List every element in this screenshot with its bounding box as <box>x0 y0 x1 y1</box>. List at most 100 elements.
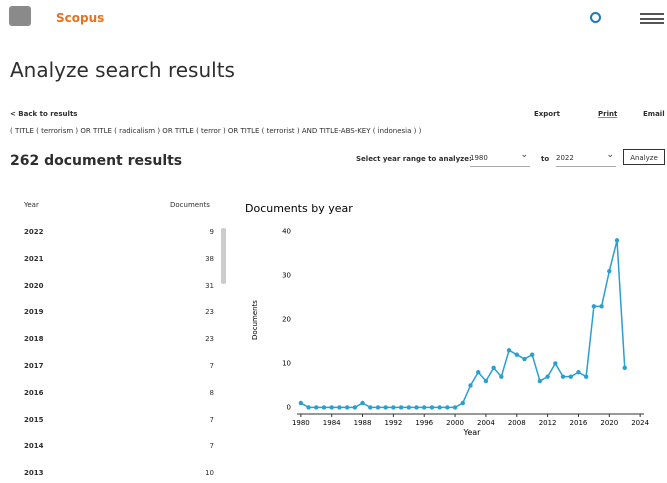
year-cell: 2013 <box>24 469 44 478</box>
data-point <box>375 405 381 410</box>
data-point <box>298 400 304 406</box>
data-point <box>607 268 612 274</box>
data-point <box>429 405 435 410</box>
data-point <box>591 304 597 309</box>
documents-cell: 7 <box>209 362 214 370</box>
data-point <box>576 370 581 375</box>
year-cell: 2016 <box>24 388 44 397</box>
x-tick-label: 1996 <box>415 419 433 427</box>
data-point <box>329 405 334 410</box>
documents-header[interactable]: Documents <box>170 201 210 209</box>
x-tick-label: 2020 <box>600 419 618 427</box>
data-point <box>537 378 543 384</box>
year-cell: 2015 <box>24 415 44 424</box>
data-point <box>368 405 373 410</box>
data-point <box>560 374 566 379</box>
print[interactable]: Print <box>598 110 618 118</box>
documents-cell: 7 <box>209 415 214 424</box>
year-cell: 2019 <box>24 308 44 317</box>
x-axis-label: Year <box>463 428 482 437</box>
y-tick-label: 40 <box>282 228 291 236</box>
data-point <box>499 374 504 379</box>
x-tick-label: 2008 <box>508 419 526 427</box>
chart: Documents by year Documents Year 0 10 20 30… <box>245 202 650 437</box>
data-point <box>568 374 573 379</box>
y-tick-label: 0 <box>287 403 291 411</box>
data-point <box>422 405 427 410</box>
data-line <box>300 240 626 409</box>
y-tick-label: 30 <box>282 272 291 280</box>
menu-icon[interactable] <box>640 13 664 24</box>
year-cell: 2017 <box>24 362 44 370</box>
data-point <box>583 374 589 379</box>
data-point <box>599 304 604 309</box>
x-tick-label: 2000 <box>446 419 464 427</box>
data-point <box>476 370 481 375</box>
x-tick-label: 2004 <box>477 419 495 427</box>
data-point <box>398 405 404 410</box>
export[interactable]: Export <box>534 110 560 118</box>
documents-cell: 7 <box>209 442 214 451</box>
scrollbar[interactable] <box>221 228 226 284</box>
data-point <box>553 361 558 366</box>
x-tick-label: 1984 <box>323 419 341 427</box>
logo[interactable] <box>9 6 31 26</box>
x-tick-label: 2024 <box>631 419 649 427</box>
data-point <box>452 405 458 410</box>
email[interactable]: Email <box>643 110 665 118</box>
year-cell: 2018 <box>24 335 44 344</box>
data-point <box>514 352 519 357</box>
x-tick-label: 1988 <box>354 419 372 427</box>
data-point <box>529 352 535 357</box>
year-cell: 2022 <box>24 228 44 236</box>
year-cell: 2020 <box>24 281 44 290</box>
y-tick-label: 20 <box>282 316 291 324</box>
data-point <box>383 405 388 410</box>
data-point <box>344 405 350 410</box>
to-select[interactable]: 2022 <box>556 147 616 167</box>
to-label: to <box>541 155 550 163</box>
brand[interactable]: Scopus <box>56 11 105 25</box>
data-point <box>360 400 365 406</box>
data-point <box>445 405 450 410</box>
back-link[interactable]: < Back to results <box>10 110 78 118</box>
documents-cell: 9 <box>209 228 214 236</box>
data-point <box>321 405 327 410</box>
data-point <box>437 405 442 410</box>
y-axis-label: Documents <box>251 300 259 340</box>
data-point <box>314 405 319 410</box>
data-point <box>483 378 489 384</box>
analyze-button[interactable]: Analyze <box>623 149 665 165</box>
page-title: Analyze search results <box>10 58 235 82</box>
range-label: Select year range to analyze: <box>356 155 472 163</box>
query: ( TITLE ( terrorism ) OR TITLE ( radical… <box>10 127 422 135</box>
documents-cell: 31 <box>205 281 214 290</box>
data-point <box>545 374 550 379</box>
data-point <box>306 405 311 410</box>
data-point <box>506 348 512 353</box>
year-cell: 2021 <box>24 254 44 263</box>
year-header[interactable]: Year <box>24 201 39 209</box>
documents-cell: 38 <box>205 254 214 263</box>
y-tick-label: 10 <box>282 359 291 367</box>
data-point <box>491 365 496 371</box>
x-tick-label: 1992 <box>384 419 402 427</box>
x-tick-label: 2012 <box>539 419 557 427</box>
documents-cell: 23 <box>205 335 214 344</box>
data-point <box>406 405 412 410</box>
year-cell: 2014 <box>24 442 44 451</box>
from-select[interactable]: 1980 <box>470 147 530 167</box>
documents-cell: 10 <box>205 469 214 478</box>
data-point <box>468 383 473 388</box>
data-point <box>414 405 419 410</box>
data-point <box>352 405 358 410</box>
search-icon[interactable] <box>590 12 601 23</box>
x-tick-label: 2016 <box>570 419 588 427</box>
chart-title: Documents by year <box>245 202 353 215</box>
data-point <box>337 405 342 410</box>
documents-cell: 8 <box>209 388 214 397</box>
documents-cell: 23 <box>205 308 214 317</box>
result-count: 262 document results <box>10 153 183 169</box>
data-point <box>460 400 465 406</box>
data-point <box>614 238 620 243</box>
